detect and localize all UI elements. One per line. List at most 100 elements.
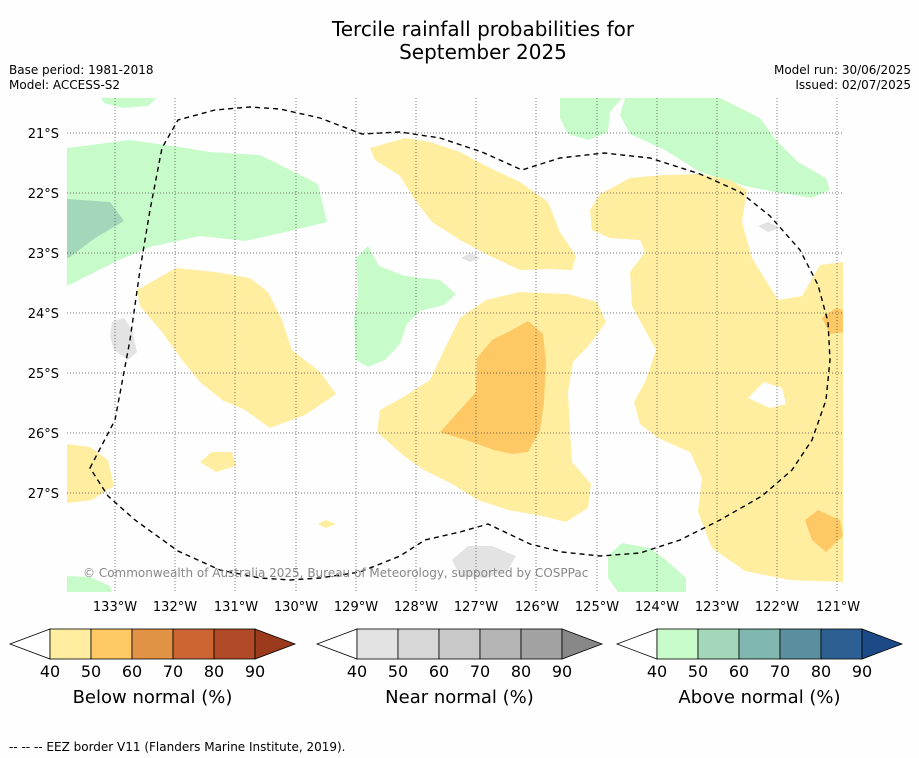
near-normal-colorbar-segment — [438, 628, 481, 660]
above-normal-colorbar-low-extension — [615, 628, 658, 660]
map-title: Tercile rainfall probabilities for Septe… — [0, 18, 919, 64]
above-normal-region-southwest — [67, 576, 112, 592]
above-normal-region-west-50 — [67, 199, 124, 258]
above-normal-colorbar-tick: 60 — [729, 662, 749, 681]
lon-tick: 133°W — [93, 600, 137, 615]
base-period: Base period: 1981-2018 — [9, 63, 154, 77]
lon-tick: 123°W — [695, 600, 739, 615]
near-normal-colorbar-tick: 70 — [470, 662, 490, 681]
above-normal-colorbar-segment — [779, 628, 822, 660]
above-normal-colorbar-segment — [820, 628, 863, 660]
near-normal-colorbar-segment — [356, 628, 399, 660]
near-normal-colorbar-tick: 90 — [552, 662, 572, 681]
model-name: Model: ACCESS-S2 — [9, 78, 121, 92]
below-normal-colorbar-tick: 70 — [163, 662, 183, 681]
meta-right: Model run: 30/06/2025 Issued: 02/07/2025 — [774, 63, 911, 93]
map-area: © Commonwealth of Australia 2025, Bureau… — [67, 98, 843, 592]
lon-tick: 126°W — [515, 600, 559, 615]
above-normal-region-northeast — [560, 98, 622, 140]
lon-tick: 132°W — [153, 600, 197, 615]
above-normal-colorbar-high-extension — [861, 628, 904, 660]
below-normal-region-north — [370, 138, 576, 270]
above-normal-colorbar-segment — [738, 628, 781, 660]
title-line-1: Tercile rainfall probabilities for — [331, 17, 635, 41]
lon-tick: 121°W — [816, 600, 860, 615]
above-normal-colorbar-tick: 50 — [688, 662, 708, 681]
above-normal-colorbar-segment — [697, 628, 740, 660]
below-normal-colorbar-segment — [131, 628, 174, 660]
near-normal-colorbar-segment — [520, 628, 563, 660]
below-normal-colorbar-tick: 90 — [245, 662, 265, 681]
above-normal-colorbar-tick: 70 — [770, 662, 790, 681]
longitude-axis: 133°W 132°W 131°W 130°W 129°W 128°W 127°… — [93, 600, 860, 615]
map-grid — [67, 98, 843, 592]
below-normal-colorbar-tick: 40 — [40, 662, 60, 681]
below-normal-colorbar-high-extension — [254, 628, 297, 660]
near-normal-colorbar-low-extension — [315, 628, 358, 660]
below-normal-region-west — [137, 268, 336, 428]
above-normal-colorbar-title: Above normal (%) — [678, 687, 840, 708]
lat-tick: 26°S — [28, 427, 59, 442]
lon-tick: 122°W — [755, 600, 799, 615]
lat-tick: 23°S — [28, 247, 59, 262]
near-normal-region-south — [452, 546, 516, 578]
below-normal-region-small-2 — [318, 520, 336, 528]
eez-footnote: -- -- -- EEZ border V11 (Flanders Marine… — [9, 740, 346, 754]
below-normal-colorbar-tick: 60 — [122, 662, 142, 681]
near-normal-colorbar-tick: 40 — [347, 662, 367, 681]
eez-border — [89, 106, 831, 581]
lat-tick: 27°S — [28, 487, 59, 502]
map-credit: © Commonwealth of Australia 2025, Bureau… — [83, 566, 588, 580]
lon-tick: 125°W — [575, 600, 619, 615]
above-normal-colorbar-tick: 40 — [647, 662, 667, 681]
above-normal-region-west — [67, 140, 327, 286]
below-normal-colorbar-segment — [90, 628, 133, 660]
below-normal-region-southwest — [67, 444, 114, 503]
issued-date: Issued: 02/07/2025 — [795, 78, 911, 92]
near-normal-colorbar: 40 50 60 70 80 90 Near normal (%) — [315, 628, 604, 708]
meta-left: Base period: 1981-2018 Model: ACCESS-S2 — [9, 63, 154, 93]
near-normal-colorbar-high-extension — [561, 628, 604, 660]
near-normal-colorbar-title: Near normal (%) — [385, 687, 534, 708]
below-normal-colorbar-segment — [49, 628, 92, 660]
below-normal-region-center-50 — [440, 321, 546, 454]
lon-tick: 131°W — [214, 600, 258, 615]
near-normal-colorbar-tick: 60 — [429, 662, 449, 681]
near-normal-region-small-2 — [758, 222, 780, 232]
lon-tick: 127°W — [454, 600, 498, 615]
lon-tick: 124°W — [635, 600, 679, 615]
below-normal-colorbar-segment — [213, 628, 256, 660]
below-normal-region-east-50 — [805, 510, 843, 552]
near-normal-colorbar-tick: 50 — [388, 662, 408, 681]
lat-tick: 24°S — [28, 307, 59, 322]
below-normal-region-east-hole — [748, 382, 786, 408]
above-normal-region-south — [608, 543, 686, 592]
lon-tick: 129°W — [334, 600, 378, 615]
colorbars: 40 50 60 70 80 90 Below normal (%) 40 50 60 70 80 90… — [8, 628, 904, 708]
lon-tick: 130°W — [274, 600, 318, 615]
lat-tick: 25°S — [28, 367, 59, 382]
near-normal-region-small-1 — [461, 253, 480, 262]
near-normal-colorbar-tick: 80 — [511, 662, 531, 681]
above-normal-colorbar-segment — [656, 628, 699, 660]
below-normal-region-east — [590, 174, 843, 582]
above-normal-region-northeast-2 — [620, 98, 830, 198]
above-normal-region-top-left — [101, 98, 157, 108]
near-normal-colorbar-segment — [479, 628, 522, 660]
model-run: Model run: 30/06/2025 — [773, 63, 911, 77]
lat-tick: 21°S — [28, 127, 59, 142]
below-normal-region-east-edge-50 — [822, 308, 843, 334]
below-normal-colorbar-segment — [172, 628, 215, 660]
above-normal-region-center — [354, 246, 456, 367]
near-normal-colorbar-segment — [397, 628, 440, 660]
above-normal-colorbar-tick: 80 — [811, 662, 831, 681]
below-normal-colorbar-tick: 50 — [81, 662, 101, 681]
title-line-2: September 2025 — [399, 40, 567, 64]
lat-tick: 22°S — [28, 187, 59, 202]
above-normal-colorbar: 40 50 60 70 80 90 Above normal (%) — [615, 628, 904, 708]
latitude-axis: 21°S 22°S 23°S 24°S 25°S 26°S 27°S — [28, 127, 59, 502]
near-normal-region-west — [110, 318, 137, 360]
below-normal-colorbar-low-extension — [8, 628, 51, 660]
